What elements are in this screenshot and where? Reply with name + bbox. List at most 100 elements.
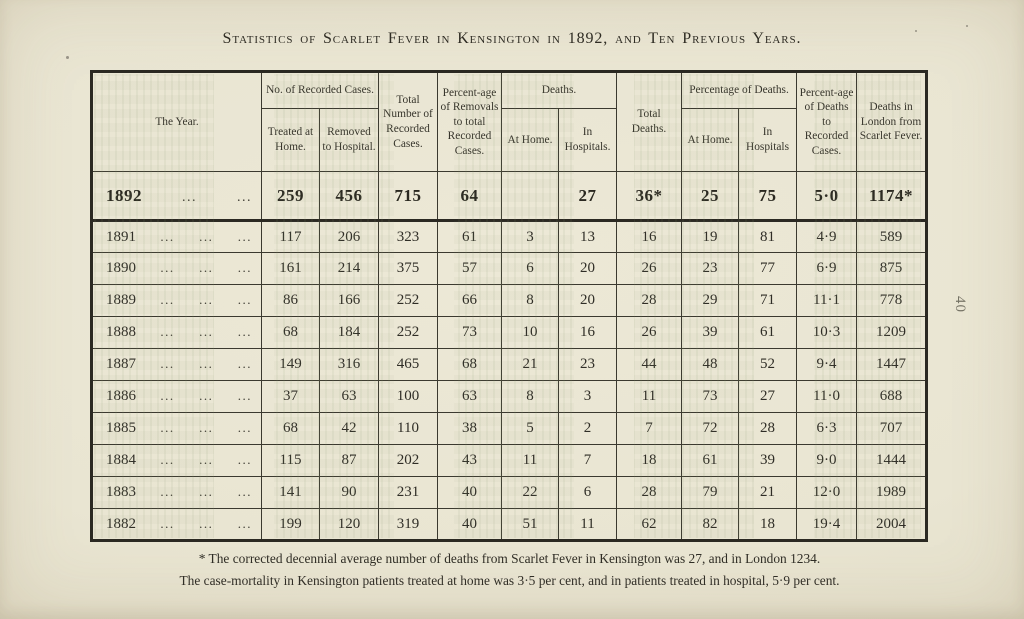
dot-leader: ... (237, 189, 252, 205)
value-cell: 8 (501, 284, 559, 317)
col-header-deaths-hospitals: In Hospitals. (557, 108, 618, 172)
col-header-deaths-home: At Home. (501, 108, 559, 172)
dot-leader: ... (199, 484, 214, 499)
value-cell: 6 (501, 252, 559, 285)
dot-leader: ... (182, 189, 197, 205)
table-row: 1887......... 149 316 465 68 21 23 44 48 52 9·4 144… (91, 348, 928, 381)
value-cell: 57 (437, 252, 502, 285)
col-header-treated-home: Treated at Home. (261, 108, 320, 172)
value-cell: 715 (378, 171, 438, 222)
value-cell: 1174* (856, 171, 928, 222)
value-cell: 36* (616, 171, 683, 222)
value-cell: 39 (738, 444, 798, 477)
col-group-recorded-cases: No. of Recorded Cases. (261, 71, 379, 109)
value-cell: 16 (616, 220, 683, 253)
value-cell: 117 (261, 220, 320, 253)
value-cell: 5·0 (796, 171, 858, 222)
value-cell: 7 (616, 412, 683, 445)
dot-leader: ... (199, 292, 214, 307)
value-cell: 68 (261, 412, 320, 445)
value-cell: 161 (261, 252, 320, 285)
value-cell: 87 (319, 444, 379, 477)
dot-leader: ... (237, 388, 252, 403)
col-header-pct-hospitals: In Hospitals (738, 108, 798, 172)
dot-leader: ... (199, 324, 214, 339)
dot-leader: ... (160, 388, 175, 403)
dot-leader: ... (237, 324, 252, 339)
value-cell: 11 (557, 508, 618, 541)
value-cell: 202 (378, 444, 438, 477)
dot-leader: ... (160, 452, 175, 467)
col-header-total-recorded: Total Number of Recorded Cases. (378, 71, 438, 172)
dot-leader: ... (237, 260, 252, 275)
value-cell: 26 (616, 252, 683, 285)
value-cell: 6 (557, 476, 618, 509)
value-cell: 316 (319, 348, 379, 381)
year-cell: 1885......... (91, 412, 262, 445)
dot-leader: ... (160, 420, 175, 435)
dot-leader: ... (237, 484, 252, 499)
value-cell: 9·0 (796, 444, 858, 477)
value-cell: 18 (738, 508, 798, 541)
footnote-case-mortality: The case-mortality in Kensington patient… (179, 572, 840, 588)
table-row: 1886......... 37 63 100 63 8 3 11 73 27 11·0 688 (91, 380, 928, 413)
year-label: 1882 (106, 515, 136, 532)
footnotes: * The corrected decennial average number… (62, 548, 957, 591)
value-cell: 27 (557, 171, 618, 222)
value-cell: 323 (378, 220, 438, 253)
value-cell: 20 (557, 284, 618, 317)
value-cell: 73 (437, 316, 502, 349)
year-label: 1892 (106, 185, 142, 205)
value-cell: 52 (738, 348, 798, 381)
value-cell: 9·4 (796, 348, 858, 381)
value-cell: 2004 (856, 508, 928, 541)
value-cell: 62 (616, 508, 683, 541)
value-cell: 19·4 (796, 508, 858, 541)
dot-leader: ... (237, 356, 252, 371)
col-header-removed-hospital: Removed to Hospital. (319, 108, 379, 172)
value-cell: 115 (261, 444, 320, 477)
page-title: Statistics of Scarlet Fever in Kensingto… (222, 30, 802, 47)
value-cell: 5 (501, 412, 559, 445)
dot-leader: ... (237, 292, 252, 307)
value-cell: 38 (437, 412, 502, 445)
value-cell: 40 (437, 508, 502, 541)
value-cell: 4·9 (796, 220, 858, 253)
value-cell: 20 (557, 252, 618, 285)
year-cell: 1883......... (91, 476, 262, 509)
value-cell: 39 (681, 316, 740, 349)
value-cell: 51 (501, 508, 559, 541)
dot-leader: ... (199, 388, 214, 403)
dot-leader: ... (160, 356, 175, 371)
table-row: 1890......... 161 214 375 57 6 20 26 23 77 6·9 875 (91, 252, 928, 285)
value-cell: 26 (616, 316, 683, 349)
value-cell: 23 (681, 252, 740, 285)
year-cell: 1891......... (91, 220, 262, 253)
value-cell: 44 (616, 348, 683, 381)
value-cell: 19 (681, 220, 740, 253)
value-cell: 11 (501, 444, 559, 477)
table-row: 1891......... 117 206 323 61 3 13 16 19 81 4·9 589 (91, 220, 928, 253)
dot-leader: ... (160, 515, 175, 531)
value-cell: 11 (616, 380, 683, 413)
col-header-year: The Year. (91, 71, 262, 172)
dot-leader: ... (237, 420, 252, 435)
col-group-deaths: Deaths. (500, 71, 618, 109)
value-cell: 90 (319, 476, 379, 509)
value-cell: 71 (738, 284, 798, 317)
value-cell: 82 (681, 508, 740, 541)
dot-leader: ... (199, 420, 214, 435)
dot-leader: ... (160, 292, 175, 307)
dot-leader: ... (199, 356, 214, 371)
table-row: 1884......... 115 87 202 43 11 7 18 61 39 9·0 1444 (91, 444, 928, 477)
table-row: 1885......... 68 42 110 38 5 2 7 72 28 6·3 707 (91, 412, 928, 445)
value-cell: 375 (378, 252, 438, 285)
dot-leader: ... (160, 260, 175, 275)
value-cell: 23 (557, 348, 618, 381)
value-cell: 3 (557, 380, 618, 413)
ink-speck (66, 56, 69, 59)
value-cell: 778 (856, 284, 928, 317)
value-cell: 252 (378, 316, 438, 349)
value-cell: 141 (261, 476, 320, 509)
year-label: 1890 (106, 260, 136, 276)
